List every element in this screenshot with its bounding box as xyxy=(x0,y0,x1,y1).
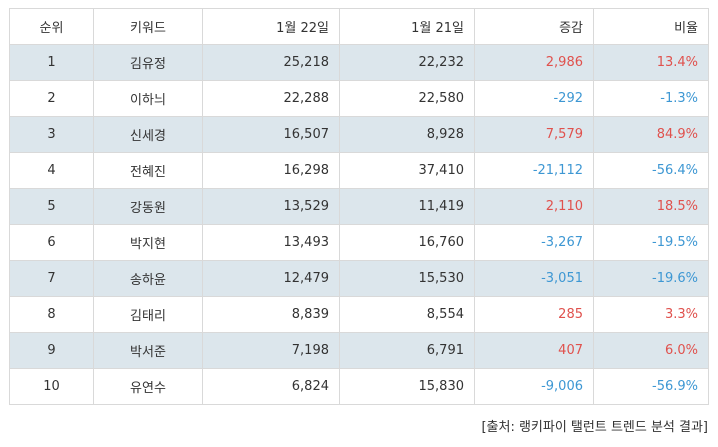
header-change: 증감 xyxy=(474,8,594,45)
rank-cell: 6 xyxy=(9,224,94,261)
change-cell: 7,579 xyxy=(474,116,594,153)
table-row: 2 이하늬 22,288 22,580 -292 -1.3% xyxy=(9,80,709,117)
jan21-cell: 8,928 xyxy=(339,116,475,153)
keyword-cell: 박지현 xyxy=(93,224,203,261)
table-row: 1 김유정 25,218 22,232 2,986 13.4% xyxy=(9,44,709,81)
ratio-cell: 84.9% xyxy=(593,116,709,153)
jan22-cell: 6,824 xyxy=(202,368,340,405)
jan21-cell: 8,554 xyxy=(339,296,475,333)
change-cell: -292 xyxy=(474,80,594,117)
ratio-cell: -56.4% xyxy=(593,152,709,189)
rank-cell: 3 xyxy=(9,116,94,153)
ranking-table: 순위 키워드 1월 22일 1월 21일 증감 비율 1 김유정 25,218 22,… xyxy=(9,8,709,405)
ratio-cell: 6.0% xyxy=(593,332,709,369)
jan21-cell: 37,410 xyxy=(339,152,475,189)
change-cell: 2,986 xyxy=(474,44,594,81)
jan22-cell: 13,529 xyxy=(202,188,340,225)
ratio-cell: 13.4% xyxy=(593,44,709,81)
table-body: 1 김유정 25,218 22,232 2,986 13.4% 2 이하늬 22,288 22,5… xyxy=(9,44,709,405)
jan21-cell: 22,232 xyxy=(339,44,475,81)
table-row: 3 신세경 16,507 8,928 7,579 84.9% xyxy=(9,116,709,153)
change-cell: -3,267 xyxy=(474,224,594,261)
jan22-cell: 12,479 xyxy=(202,260,340,297)
jan22-cell: 7,198 xyxy=(202,332,340,369)
table-header: 순위 키워드 1월 22일 1월 21일 증감 비율 xyxy=(9,8,709,45)
keyword-cell: 이하늬 xyxy=(93,80,203,117)
source-note: [출처: 랭키파이 탤런트 트렌드 분석 결과] xyxy=(481,420,708,435)
rank-cell: 8 xyxy=(9,296,94,333)
header-ratio: 비율 xyxy=(593,8,709,45)
change-cell: 2,110 xyxy=(474,188,594,225)
keyword-cell: 전혜진 xyxy=(93,152,203,189)
table-row: 4 전혜진 16,298 37,410 -21,112 -56.4% xyxy=(9,152,709,189)
change-cell: 285 xyxy=(474,296,594,333)
ratio-cell: 3.3% xyxy=(593,296,709,333)
jan21-cell: 22,580 xyxy=(339,80,475,117)
table-row: 7 송하윤 12,479 15,530 -3,051 -19.6% xyxy=(9,260,709,297)
keyword-cell: 송하윤 xyxy=(93,260,203,297)
keyword-cell: 박서준 xyxy=(93,332,203,369)
ratio-cell: -19.5% xyxy=(593,224,709,261)
rank-cell: 2 xyxy=(9,80,94,117)
table-row: 9 박서준 7,198 6,791 407 6.0% xyxy=(9,332,709,369)
rank-cell: 10 xyxy=(9,368,94,405)
header-row: 순위 키워드 1월 22일 1월 21일 증감 비율 xyxy=(9,8,709,45)
rank-cell: 7 xyxy=(9,260,94,297)
jan22-cell: 13,493 xyxy=(202,224,340,261)
rank-cell: 4 xyxy=(9,152,94,189)
change-cell: -3,051 xyxy=(474,260,594,297)
ratio-cell: -1.3% xyxy=(593,80,709,117)
rank-cell: 1 xyxy=(9,44,94,81)
rank-cell: 5 xyxy=(9,188,94,225)
header-rank: 순위 xyxy=(9,8,94,45)
ratio-cell: -56.9% xyxy=(593,368,709,405)
jan22-cell: 16,298 xyxy=(202,152,340,189)
header-jan21: 1월 21일 xyxy=(339,8,475,45)
header-jan22: 1월 22일 xyxy=(202,8,340,45)
jan22-cell: 22,288 xyxy=(202,80,340,117)
table-row: 5 강동원 13,529 11,419 2,110 18.5% xyxy=(9,188,709,225)
change-cell: -21,112 xyxy=(474,152,594,189)
keyword-cell: 강동원 xyxy=(93,188,203,225)
keyword-cell: 신세경 xyxy=(93,116,203,153)
table-row: 10 유연수 6,824 15,830 -9,006 -56.9% xyxy=(9,368,709,405)
jan21-cell: 15,530 xyxy=(339,260,475,297)
change-cell: -9,006 xyxy=(474,368,594,405)
change-cell: 407 xyxy=(474,332,594,369)
keyword-cell: 김태리 xyxy=(93,296,203,333)
keyword-cell: 김유정 xyxy=(93,44,203,81)
keyword-cell: 유연수 xyxy=(93,368,203,405)
jan22-cell: 8,839 xyxy=(202,296,340,333)
jan21-cell: 6,791 xyxy=(339,332,475,369)
ratio-cell: -19.6% xyxy=(593,260,709,297)
jan21-cell: 16,760 xyxy=(339,224,475,261)
rank-cell: 9 xyxy=(9,332,94,369)
jan21-cell: 15,830 xyxy=(339,368,475,405)
table-row: 6 박지현 13,493 16,760 -3,267 -19.5% xyxy=(9,224,709,261)
jan22-cell: 16,507 xyxy=(202,116,340,153)
header-keyword: 키워드 xyxy=(93,8,203,45)
ratio-cell: 18.5% xyxy=(593,188,709,225)
jan22-cell: 25,218 xyxy=(202,44,340,81)
table-row: 8 김태리 8,839 8,554 285 3.3% xyxy=(9,296,709,333)
jan21-cell: 11,419 xyxy=(339,188,475,225)
